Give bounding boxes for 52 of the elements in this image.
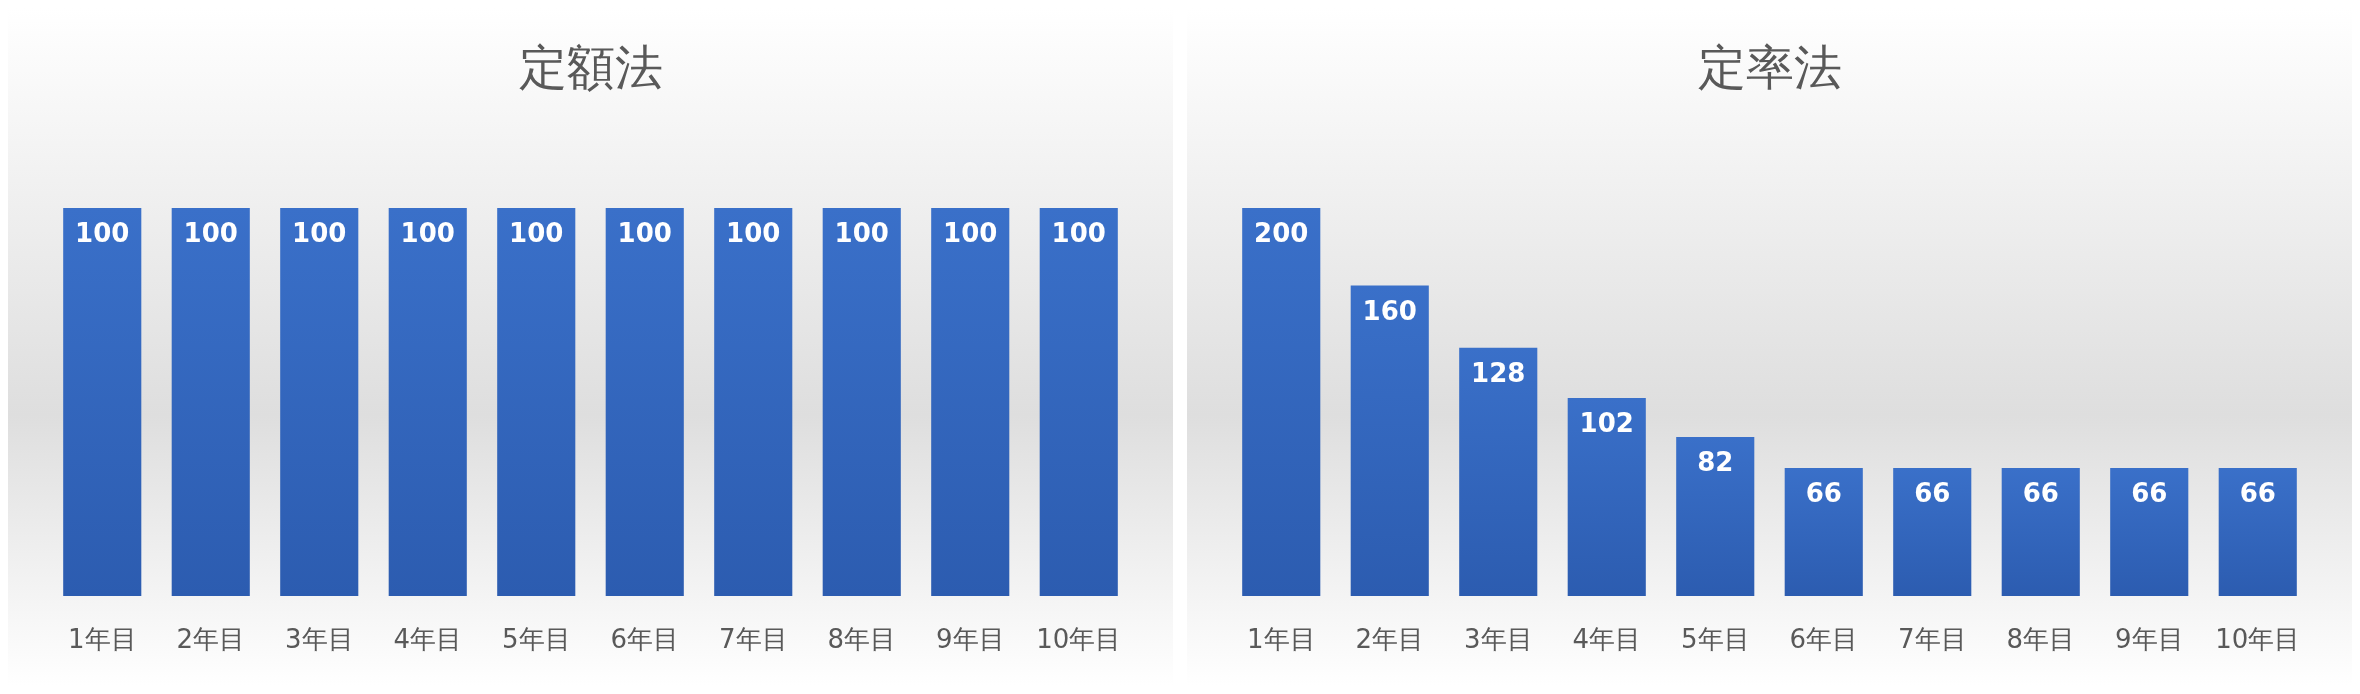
x-tick-label: 9年目 — [935, 624, 1005, 654]
x-tick-label: 8年目 — [2006, 624, 2076, 654]
bar — [2001, 467, 2080, 596]
bar — [1242, 208, 1321, 596]
x-tick-label: 6年目 — [610, 624, 680, 654]
x-tick-label: 5年目 — [501, 624, 571, 654]
x-tick-label: 2年目 — [176, 624, 246, 654]
data-label: 128 — [1471, 357, 1526, 388]
bar — [1350, 285, 1429, 596]
data-label: 100 — [943, 218, 998, 248]
data-label: 100 — [1051, 218, 1106, 248]
bar — [1676, 436, 1755, 596]
bar — [1784, 467, 1863, 596]
data-label: 100 — [75, 218, 130, 248]
x-tick-label: 3年目 — [284, 624, 354, 654]
data-label: 100 — [509, 218, 564, 248]
bar — [1893, 467, 1972, 596]
x-tick-label: 1年目 — [67, 624, 137, 654]
x-tick-label: 7年目 — [1897, 624, 1967, 654]
data-label: 66 — [1805, 477, 1842, 508]
x-tick-label: 10年目 — [1036, 624, 1122, 654]
bar — [1459, 347, 1538, 596]
data-label: 100 — [292, 218, 347, 248]
x-tick-label: 9年目 — [2114, 624, 2184, 654]
data-label: 100 — [183, 218, 238, 248]
x-tick-label: 10年目 — [2215, 624, 2301, 654]
bar — [1567, 398, 1646, 596]
data-label: 100 — [400, 218, 455, 248]
x-tick-label: 1年目 — [1246, 624, 1316, 654]
bar — [2110, 467, 2189, 596]
data-label: 200 — [1254, 218, 1309, 248]
chart-title: 定額法 — [518, 39, 663, 95]
data-label: 102 — [1579, 408, 1634, 439]
data-label: 100 — [726, 218, 781, 248]
x-tick-label: 6年目 — [1789, 624, 1859, 654]
data-label: 100 — [834, 218, 889, 248]
data-label: 66 — [2239, 477, 2276, 508]
x-tick-label: 7年目 — [718, 624, 788, 654]
x-tick-label: 5年目 — [1680, 624, 1750, 654]
data-label: 82 — [1697, 446, 1734, 477]
data-label: 66 — [1914, 477, 1951, 508]
x-tick-label: 4年目 — [393, 624, 463, 654]
bar — [2218, 467, 2297, 596]
x-tick-label: 2年目 — [1355, 624, 1425, 654]
data-label: 66 — [2131, 477, 2168, 508]
x-tick-label: 8年目 — [827, 624, 897, 654]
x-tick-label: 3年目 — [1463, 624, 1533, 654]
data-label: 160 — [1362, 295, 1417, 326]
data-label: 100 — [617, 218, 672, 248]
chart-title: 定率法 — [1697, 39, 1842, 95]
data-label: 66 — [2022, 477, 2059, 508]
x-tick-label: 4年目 — [1572, 624, 1642, 654]
